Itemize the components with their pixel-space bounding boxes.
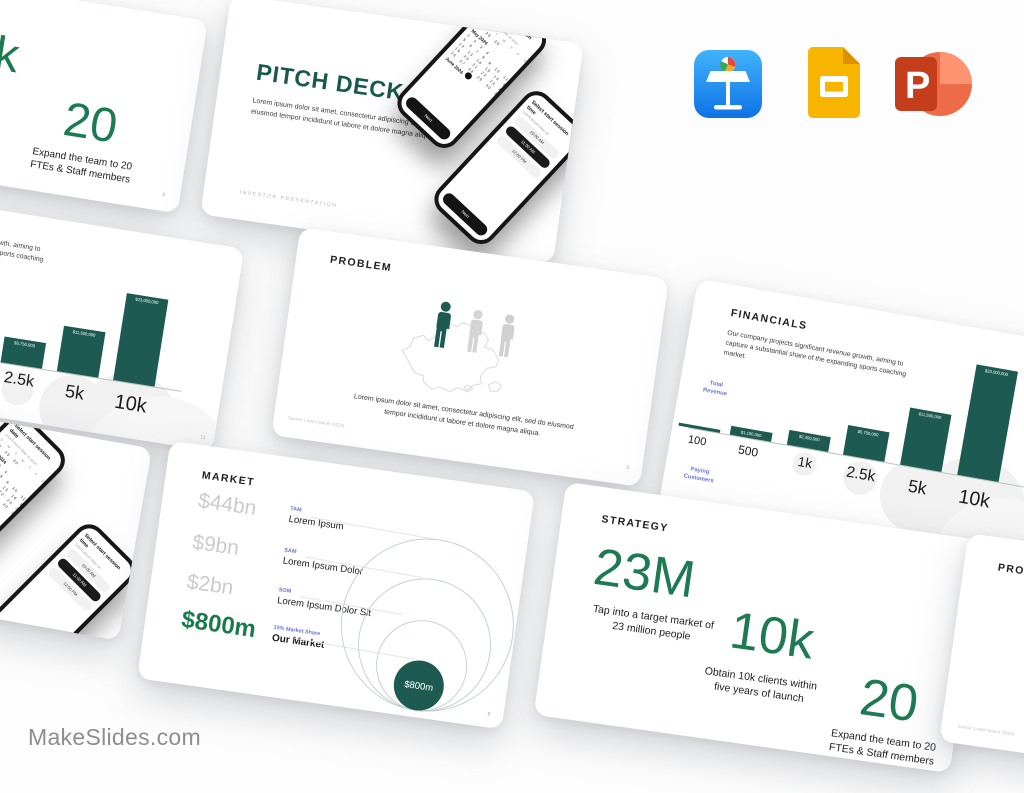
slide-market[interactable]: MARKET $44bn TAM Lorem Ipsum $9bn SAM Lo… xyxy=(137,440,535,730)
strategy-stat-team-value: 20 xyxy=(856,668,922,734)
market-title: MARKET xyxy=(201,469,256,489)
pitch-deck-title: PITCH DECK xyxy=(254,58,406,106)
page-number: 3 xyxy=(625,464,630,472)
tam-label: Lorem Ipsum xyxy=(287,513,345,533)
bar-10k: $23,000,000 xyxy=(957,364,1019,483)
category-label: 10k xyxy=(112,390,149,418)
category-label: 5k xyxy=(63,380,86,404)
next-button: Next xyxy=(0,621,39,641)
bar-10k: $23,000,000 xyxy=(113,293,169,387)
category-label: 5k xyxy=(906,475,929,499)
bar-1k: $2,300,000 xyxy=(786,429,831,452)
svg-text:P: P xyxy=(905,65,930,107)
person-icon xyxy=(498,314,515,358)
category-label: 100 xyxy=(687,433,708,449)
strategy-stat-clients-value: 10k xyxy=(726,601,818,671)
strategy-title: STRATEGY xyxy=(600,513,670,535)
keynote-icon[interactable] xyxy=(694,50,762,123)
sam-tag: SAM xyxy=(283,547,297,556)
source-note: Source: Lorem Ipsum (2024) xyxy=(957,723,1015,737)
financials-title: FINANCIALS xyxy=(729,307,809,333)
problem-title: PROBLEM xyxy=(329,253,393,275)
bar-100: $230,000 xyxy=(678,422,721,433)
tam-sam-som-circles: $800m xyxy=(340,538,514,712)
phone-screen: Select start session date Lorem ipsum do… xyxy=(0,413,66,567)
financials-body: Our company projects significant revenue… xyxy=(0,218,44,264)
x-axis-label: Paying Customers xyxy=(683,466,715,485)
pitch-deck-footer: INVESTOR PRESENTATION xyxy=(239,189,338,210)
sam-value: $9bn xyxy=(190,530,241,561)
tam-value: $44bn xyxy=(196,489,258,521)
page-number: 8 xyxy=(487,711,491,718)
strategy-stat-team-value: 20 xyxy=(59,92,121,154)
strategy-stat-clients-value: 10k xyxy=(0,18,23,84)
y-axis-label: Total Revenue xyxy=(702,380,728,398)
market-bubble-label: $800m xyxy=(404,679,434,694)
next-button: Next xyxy=(440,190,490,238)
google-slides-icon[interactable] xyxy=(808,47,860,123)
phone-screen: Select start session time Lorem ipsum do… xyxy=(0,523,136,641)
category-label: 500 xyxy=(737,442,760,460)
strategy-stat-market-value: 23M xyxy=(590,537,699,610)
person-icon xyxy=(434,301,451,349)
som-value: $2bn xyxy=(185,570,235,600)
powerpoint-icon[interactable]: P xyxy=(895,50,972,123)
financials-body: Our company projects significant revenue… xyxy=(723,329,907,379)
page-number: 11 xyxy=(199,434,206,442)
problem-title: PROBLEM xyxy=(997,561,1024,583)
person-icon xyxy=(467,310,483,353)
page-number: 9 xyxy=(161,191,166,199)
bar-5k: $11,500,000 xyxy=(900,407,952,472)
our-market-value: $800m xyxy=(179,605,258,644)
strategy-stat-clients-caption: Obtain 10k clients within five years of … xyxy=(703,665,818,705)
slide-problem[interactable]: PROBLEM Lorem ipsum dolor sit amet, cons… xyxy=(271,227,669,487)
tam-tag: TAM xyxy=(289,505,302,514)
category-label: 1k xyxy=(796,453,814,472)
bar-5k: $11,500,000 xyxy=(56,325,106,378)
people-icons-group xyxy=(427,298,523,360)
site-logo[interactable]: MakeSlides.com xyxy=(28,724,201,750)
slide-pitch-deck[interactable]: PITCH DECK Lorem ipsum dolor sit amet, c… xyxy=(200,0,584,264)
slide-financials-partial[interactable]: Our company projects significant revenue… xyxy=(0,203,245,452)
slide-strategy-partial[interactable]: 10k Obtain 10k clients within five years… xyxy=(0,0,208,214)
som-tag: SOM xyxy=(278,587,292,595)
phone-mockup-time: Select start session time Lorem ipsum do… xyxy=(0,517,142,641)
source-note: Source: Lorem Ipsum (2024) xyxy=(287,415,345,429)
